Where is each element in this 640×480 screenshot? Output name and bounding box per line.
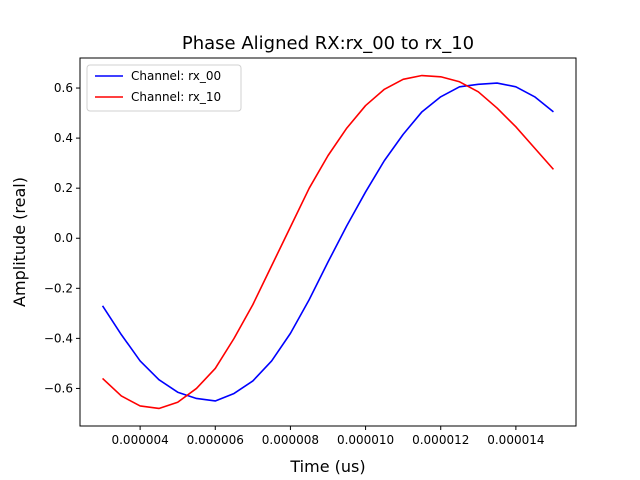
x-tick-label: 0.000008: [262, 433, 319, 447]
y-tick-label: −0.6: [44, 381, 73, 395]
x-tick-label: 0.000012: [412, 433, 469, 447]
x-axis-ticks: 0.000004 0.000006 0.000008 0.000010 0.000012…: [111, 426, 545, 447]
legend: Channel: rx_00 Channel: rx_10: [86, 64, 242, 112]
y-tick-label: −0.4: [44, 331, 73, 345]
chart-title: Phase Aligned RX:rx_00 to rx_10: [182, 33, 474, 54]
y-axis-ticks: −0.6 −0.4 −0.2 0.0 0.2 0.4 0.6: [44, 81, 80, 395]
legend-box: [86, 64, 242, 112]
series-layer: [101, 74, 555, 410]
x-tick-label: 0.000014: [487, 433, 544, 447]
plot-area-frame: [79, 57, 577, 427]
x-tick-label: 0.000010: [337, 433, 394, 447]
y-tick-label: −0.2: [44, 281, 73, 295]
series-line-0: [101, 82, 554, 402]
legend-label-rx-00: Channel: rx_00: [131, 69, 221, 83]
y-tick-label: 0.6: [54, 81, 73, 95]
y-tick-label: 0.0: [54, 231, 73, 245]
x-tick-label: 0.000004: [111, 433, 168, 447]
x-axis-label: Time (us): [289, 457, 365, 476]
y-axis-label: Amplitude (real): [10, 177, 29, 307]
series-line-1: [102, 74, 555, 410]
legend-label-rx-10: Channel: rx_10: [131, 90, 221, 104]
y-tick-label: 0.2: [54, 181, 73, 195]
x-tick-label: 0.000006: [187, 433, 244, 447]
y-tick-label: 0.4: [54, 131, 73, 145]
